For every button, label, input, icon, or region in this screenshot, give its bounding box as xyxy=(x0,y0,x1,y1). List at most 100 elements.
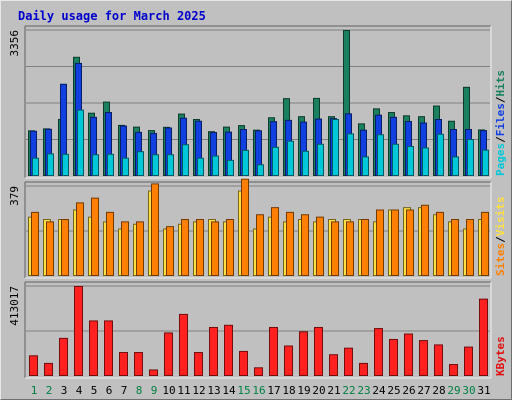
bar-pages-day-14 xyxy=(227,159,234,177)
legend-part: / xyxy=(494,236,507,243)
bar-kbytes-day-8 xyxy=(134,352,143,376)
bar-pages-day-21 xyxy=(332,119,339,176)
bar-pages-day-13 xyxy=(212,155,219,176)
chart-title: Daily usage for March 2025 xyxy=(18,9,206,23)
bar-sites-day-9 xyxy=(151,183,159,276)
legend-part: Files xyxy=(494,103,507,136)
x-tick-label: 16 xyxy=(252,384,265,397)
x-tick-label: 9 xyxy=(151,384,158,397)
bar-sites-day-24 xyxy=(376,209,384,276)
bar-kbytes-day-19 xyxy=(299,331,308,376)
bar-kbytes-day-11 xyxy=(179,313,188,377)
bar-pages-day-1 xyxy=(32,157,39,176)
x-tick-label: 27 xyxy=(417,384,430,397)
bar-kbytes-day-3 xyxy=(59,337,68,376)
bar-pages-day-16 xyxy=(257,164,264,177)
legend-part: Sites xyxy=(494,243,507,276)
y-max-label: 413017 xyxy=(8,286,21,326)
x-tick-label: 21 xyxy=(327,384,340,397)
x-tick-label: 12 xyxy=(192,384,205,397)
x-tick-label: 7 xyxy=(121,384,128,397)
panel-kbytes: 413017 KBytes xyxy=(8,281,507,379)
x-tick-label: 3 xyxy=(61,384,68,397)
bar-sites-day-2 xyxy=(46,221,54,276)
bar-pages-day-5 xyxy=(92,154,99,176)
bar-pages-day-25 xyxy=(392,143,399,177)
bar-pages-day-26 xyxy=(407,145,414,176)
bar-pages-day-22 xyxy=(347,133,354,176)
bar-sites-day-10 xyxy=(166,226,174,276)
bar-sites-day-29 xyxy=(451,219,459,277)
bar-sites-day-8 xyxy=(136,221,144,276)
bar-sites-day-14 xyxy=(226,219,234,277)
bar-pages-day-19 xyxy=(302,150,309,176)
legend-kbytes: KBytes xyxy=(494,336,507,376)
bar-sites-day-26 xyxy=(406,209,414,276)
x-tick-label: 8 xyxy=(136,384,143,397)
x-tick-label: 20 xyxy=(312,384,325,397)
bar-pages-day-3 xyxy=(62,153,69,176)
legend-part: Hits xyxy=(494,70,507,97)
bar-kbytes-day-28 xyxy=(434,344,443,376)
bar-sites-day-6 xyxy=(106,211,114,277)
bar-pages-day-17 xyxy=(272,146,279,176)
bar-kbytes-day-14 xyxy=(224,324,233,376)
bar-sites-day-22 xyxy=(346,221,354,276)
bar-kbytes-day-10 xyxy=(164,332,173,377)
y-max-label: 3356 xyxy=(8,30,21,57)
bar-sites-day-30 xyxy=(466,219,474,277)
bar-sites-day-21 xyxy=(331,221,339,276)
bar-kbytes-day-15 xyxy=(239,350,248,376)
bar-kbytes-day-16 xyxy=(254,367,263,377)
bar-kbytes-day-24 xyxy=(374,328,383,377)
legend-part: Visits xyxy=(494,197,507,237)
bar-kbytes-day-17 xyxy=(269,326,278,377)
legend-visitors: Sites/Visits xyxy=(494,197,507,277)
x-tick-label: 2 xyxy=(46,384,53,397)
bar-sites-day-16 xyxy=(256,214,264,276)
x-tick-label: 24 xyxy=(372,384,386,397)
bar-kbytes-day-18 xyxy=(284,345,293,376)
bar-pages-day-12 xyxy=(197,157,204,176)
bar-kbytes-day-7 xyxy=(119,352,128,376)
panel-visitors: 379 Sites/Visits xyxy=(8,178,507,279)
bar-kbytes-day-6 xyxy=(104,320,113,377)
x-tick-label: 6 xyxy=(106,384,113,397)
bar-sites-day-12 xyxy=(196,219,204,277)
plot-area xyxy=(25,282,491,378)
x-tick-label: 14 xyxy=(222,384,236,397)
x-tick-label: 25 xyxy=(387,384,400,397)
bar-kbytes-day-1 xyxy=(29,355,38,377)
x-tick-label: 23 xyxy=(357,384,370,397)
legend-part: KBytes xyxy=(494,336,507,376)
bar-pages-day-6 xyxy=(107,153,114,176)
x-tick-label: 17 xyxy=(267,384,280,397)
bar-pages-day-4 xyxy=(77,109,84,176)
bar-pages-day-20 xyxy=(317,143,324,177)
bar-pages-day-11 xyxy=(182,144,189,177)
x-axis-labels: 1 2 3 4 5 6 7 8 9 10 11 12 13 14 15 16 17 18 19 20 21 22 23 24 2… xyxy=(31,384,491,397)
bar-sites-day-25 xyxy=(391,209,399,276)
bar-kbytes-day-31 xyxy=(479,298,488,376)
bar-sites-day-11 xyxy=(181,219,189,277)
bar-pages-day-2 xyxy=(47,153,54,177)
bar-pages-day-24 xyxy=(377,134,384,176)
x-tick-label: 31 xyxy=(477,384,490,397)
chart-panels: 3356Pages/Files/Hits379Sites/Visits41301… xyxy=(8,25,507,379)
bar-sites-day-18 xyxy=(286,211,294,277)
y-max-label: 379 xyxy=(8,186,21,206)
bar-sites-day-13 xyxy=(211,221,219,276)
bar-kbytes-day-5 xyxy=(89,320,98,377)
x-tick-label: 30 xyxy=(462,384,475,397)
bar-sites-day-23 xyxy=(361,219,369,277)
bar-pages-day-10 xyxy=(167,154,174,176)
x-tick-label: 10 xyxy=(162,384,175,397)
bar-kbytes-day-25 xyxy=(389,338,398,376)
x-tick-label: 11 xyxy=(177,384,190,397)
bar-kbytes-day-20 xyxy=(314,326,323,377)
bar-sites-day-27 xyxy=(421,204,429,276)
bar-pages-day-18 xyxy=(287,140,294,177)
legend-part: Pages xyxy=(494,143,507,176)
